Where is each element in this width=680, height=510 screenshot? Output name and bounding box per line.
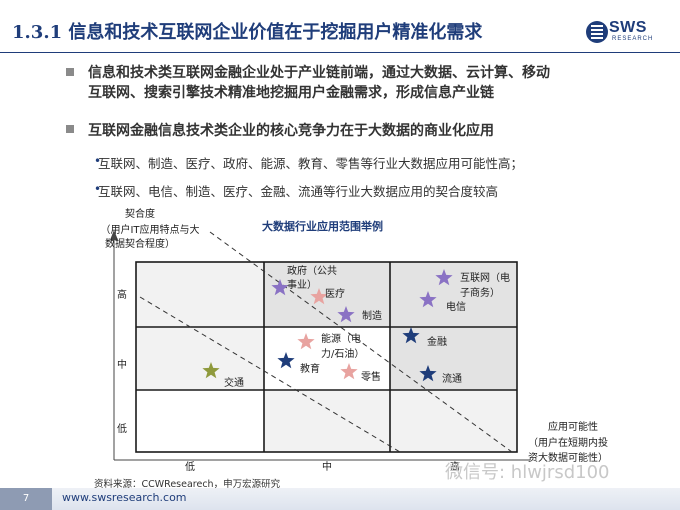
x-tick-low: 低: [185, 460, 195, 473]
cell-low-high: [390, 390, 517, 452]
page-number: 7: [0, 488, 52, 510]
dot-bullet-icon: •: [94, 154, 102, 168]
square-bullet-icon: [66, 125, 74, 133]
cell-low-mid: [264, 390, 390, 452]
x-axis-label-line1: 应用可能性: [548, 420, 598, 433]
point-label-government-line1: 政府（公共: [287, 264, 337, 277]
point-label-retail: 零售: [361, 370, 381, 383]
source-note: 资料来源：CCWResearech，申万宏源研究: [94, 479, 281, 490]
page-title: 1.3.1 信息和技术互联网企业价值在于挖掘用户精准化需求: [12, 22, 483, 43]
diagonal-dashed-lines: [139, 231, 513, 453]
footer-bar: [0, 488, 680, 510]
point-label-energy-line2: 力/石油）: [321, 347, 364, 360]
star-icon-medical: [310, 288, 328, 305]
square-bullet-icon: [66, 68, 74, 76]
x-axis-label-line3: 资大数据可能性）: [528, 451, 608, 464]
point-label-manufacturing: 制造: [362, 309, 382, 322]
x-axis-label-line2: （用户在短期内投: [528, 436, 608, 449]
y-axis-arrow-icon: [110, 230, 118, 240]
bullet-1: 信息和技术类互联网金融企业处于产业链前端，通过大数据、云计算、移动 互联网、搜索…: [88, 63, 550, 103]
point-label-telecom: 电信: [446, 300, 466, 313]
cell-low-low: [136, 390, 264, 452]
point-label-finance: 金融: [427, 335, 447, 348]
star-icon-transport: [202, 362, 220, 379]
y-axis-label-line2: （用户IT应用特点与大: [100, 223, 199, 236]
x-tick-mid: 中: [322, 460, 332, 473]
header-rule: [0, 52, 680, 53]
wechat-watermark: 微信号: hlwjrsd100: [445, 462, 610, 483]
point-label-internet-line2: 子商务）: [460, 286, 500, 299]
point-label-internet-line1: 互联网（电: [460, 271, 510, 284]
dot-bullet-icon: •: [94, 182, 102, 196]
star-icon-logistics: [419, 365, 437, 382]
star-icon-internet: [435, 269, 453, 286]
y-tick-mid: 中: [117, 358, 127, 371]
y-tick-high: 高: [117, 288, 127, 301]
sub-bullet-2: 互联网、电信、制造、医疗、金融、流通等行业大数据应用的契合度较高: [98, 184, 499, 199]
cell-high-low: [136, 262, 264, 327]
logo-text: SWS: [609, 19, 647, 36]
cell-mid-low: [136, 327, 264, 390]
chart-title: 大数据行业应用范围举例: [262, 219, 383, 233]
bullet-1-line2: 互联网、搜索引擎技术精准地挖掘用户金融需求，形成信息产业链: [88, 85, 494, 101]
y-axis-label-line1: 契合度: [125, 207, 155, 220]
logo-subtext: RESEARCH: [612, 36, 654, 42]
y-tick-low: 低: [117, 422, 127, 435]
sws-logo-icon: [586, 21, 608, 43]
point-label-energy-line1: 能源（电: [321, 332, 361, 345]
star-icon-government: [271, 279, 289, 296]
star-icon-manufacturing: [337, 306, 355, 323]
star-icon-telecom: [419, 291, 437, 308]
star-icon-retail: [340, 363, 358, 380]
star-icon-education: [277, 352, 295, 369]
point-label-education: 教育: [300, 362, 320, 375]
matrix-grid: [135, 261, 518, 453]
bullet-2: 互联网金融信息技术类企业的核心竞争力在于大数据的商业化应用: [88, 123, 494, 139]
axes: [113, 235, 530, 461]
star-icon-finance: [402, 327, 420, 344]
point-label-medical: 医疗: [325, 287, 345, 300]
industry-stars: [202, 269, 453, 382]
cell-high-high: [390, 262, 517, 327]
point-label-government-line2: 事业）: [287, 278, 317, 291]
bullet-1-line1: 信息和技术类互联网金融企业处于产业链前端，通过大数据、云计算、移动: [88, 65, 550, 81]
y-axis-label-line3: 数据契合程度）: [105, 237, 175, 250]
x-tick-high: 高: [450, 460, 460, 473]
sub-bullet-1: 互联网、制造、医疗、政府、能源、教育、零售等行业大数据应用可能性高；: [98, 156, 524, 171]
point-label-transport: 交通: [224, 376, 244, 389]
point-label-logistics: 流通: [442, 372, 462, 385]
star-icon-energy: [297, 333, 315, 350]
footer-website-link[interactable]: www.swsresearch.com: [62, 491, 187, 504]
